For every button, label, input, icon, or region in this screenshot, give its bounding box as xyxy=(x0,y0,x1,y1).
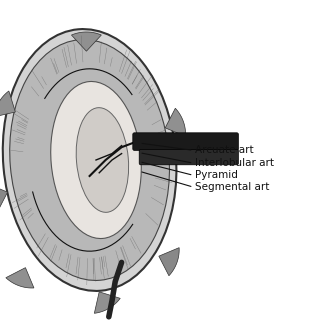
PathPatch shape xyxy=(165,108,186,136)
PathPatch shape xyxy=(159,248,179,276)
PathPatch shape xyxy=(71,32,101,51)
Text: Interlobular art: Interlobular art xyxy=(195,158,274,168)
PathPatch shape xyxy=(0,91,15,117)
PathPatch shape xyxy=(0,184,8,212)
PathPatch shape xyxy=(94,292,120,313)
FancyBboxPatch shape xyxy=(133,133,238,150)
FancyBboxPatch shape xyxy=(139,149,238,165)
Text: Segmental art: Segmental art xyxy=(195,182,269,192)
Text: Arcuate art: Arcuate art xyxy=(195,145,254,156)
Text: Pyramid: Pyramid xyxy=(195,170,238,180)
PathPatch shape xyxy=(6,268,34,288)
Ellipse shape xyxy=(10,40,170,280)
Ellipse shape xyxy=(51,82,141,238)
Ellipse shape xyxy=(76,108,129,212)
Ellipse shape xyxy=(3,29,176,291)
